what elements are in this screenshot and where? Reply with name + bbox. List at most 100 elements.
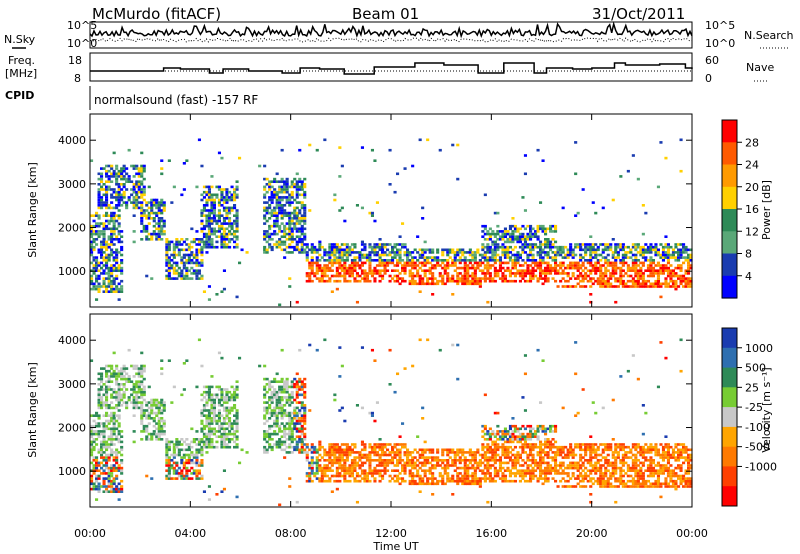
heatmap-cell xyxy=(202,209,207,212)
heatmap-cell xyxy=(478,253,482,257)
heatmap-cell xyxy=(320,469,324,472)
heatmap-cell xyxy=(611,256,615,259)
heatmap-cell xyxy=(589,269,593,272)
heatmap-cell xyxy=(488,227,492,231)
heatmap-cell xyxy=(448,264,452,267)
heatmap-cell xyxy=(290,235,294,238)
heatmap-cell xyxy=(428,461,432,465)
heatmap-cell xyxy=(468,266,472,270)
heatmap-cell xyxy=(110,388,114,391)
heatmap-cell xyxy=(468,279,472,283)
heatmap-cell xyxy=(461,474,465,478)
heatmap-cell xyxy=(481,272,485,275)
heatmap-cell xyxy=(205,424,209,428)
heatmap-cell xyxy=(473,261,477,265)
heatmap-cell xyxy=(192,472,196,475)
heatmap-cell xyxy=(461,248,465,252)
heatmap-cell xyxy=(481,245,485,249)
heatmap-cell xyxy=(518,274,523,278)
heatmap-cell xyxy=(160,172,164,176)
freq-label-1: Freq. xyxy=(8,54,35,67)
heatmap-cell xyxy=(268,411,272,415)
heatmap-cell xyxy=(353,243,357,246)
heatmap-cell xyxy=(466,259,470,262)
heatmap-cell xyxy=(95,274,99,278)
heatmap-cell xyxy=(486,256,490,259)
heatmap-cell xyxy=(418,490,422,493)
heatmap-cell xyxy=(205,251,209,254)
heatmap-cell xyxy=(290,390,294,394)
heatmap-cell xyxy=(518,235,523,238)
heatmap-cell xyxy=(526,245,530,249)
heatmap-cell xyxy=(461,453,465,457)
heatmap-cell xyxy=(634,248,638,252)
heatmap-cell xyxy=(388,274,392,278)
heatmap-cell xyxy=(398,459,402,462)
heatmap-cell xyxy=(536,238,540,241)
heatmap-cell xyxy=(488,235,492,238)
heatmap-cell xyxy=(105,198,109,202)
heatmap-cell xyxy=(117,464,121,467)
heatmap-cell xyxy=(368,459,372,462)
heatmap-cell xyxy=(105,453,109,457)
heatmap-cell xyxy=(373,359,377,362)
heatmap-cell xyxy=(621,261,625,265)
heatmap-cell xyxy=(192,453,196,457)
heatmap-cell xyxy=(222,201,227,204)
heatmap-cell xyxy=(305,272,309,275)
heatmap-cell xyxy=(120,279,124,283)
heatmap-cell xyxy=(105,180,109,183)
heatmap-cell xyxy=(110,435,114,438)
heatmap-cell xyxy=(373,159,377,162)
heatmap-cell xyxy=(162,230,166,233)
heatmap-cell xyxy=(112,372,116,376)
heatmap-cell xyxy=(165,277,169,280)
heatmap-cell xyxy=(263,209,267,212)
power-ytick-label: 4000 xyxy=(58,134,86,147)
heatmap-cell xyxy=(308,448,312,452)
heatmap-cell xyxy=(95,459,99,462)
heatmap-cell xyxy=(300,417,304,420)
heatmap-cell xyxy=(278,303,282,307)
heatmap-cell xyxy=(453,279,457,283)
heatmap-cell xyxy=(338,466,342,470)
heatmap-cell xyxy=(97,383,101,386)
heatmap-cell xyxy=(273,411,277,415)
heatmap-cell xyxy=(90,435,94,438)
heatmap-cell xyxy=(483,232,487,236)
heatmap-cell xyxy=(235,211,239,215)
heatmap-cell xyxy=(649,248,653,252)
heatmap-cell xyxy=(428,261,432,265)
heatmap-cell xyxy=(280,440,284,444)
heatmap-cell xyxy=(182,388,186,391)
heatmap-cell xyxy=(278,409,282,412)
heatmap-cell xyxy=(268,227,272,231)
heatmap-cell xyxy=(210,245,214,249)
heatmap-cell xyxy=(413,466,417,470)
heatmap-cell xyxy=(140,190,144,194)
heatmap-cell xyxy=(574,214,578,217)
heatmap-cell xyxy=(152,204,156,207)
heatmap-cell xyxy=(381,461,385,465)
heatmap-cell xyxy=(212,211,217,215)
heatmap-cell xyxy=(140,172,144,176)
heatmap-cell xyxy=(564,279,568,283)
heatmap-cell xyxy=(335,451,339,454)
heatmap-cell xyxy=(115,406,119,410)
heatmap-cell xyxy=(433,477,437,480)
heatmap-cell xyxy=(513,227,518,231)
heatmap-cell xyxy=(333,445,337,449)
heatmap-cell xyxy=(679,256,683,259)
heatmap-cell xyxy=(265,232,269,236)
heatmap-cell xyxy=(554,251,558,254)
heatmap-cell xyxy=(298,435,302,438)
heatmap-cell xyxy=(453,451,457,454)
heatmap-cell xyxy=(275,180,279,183)
heatmap-cell xyxy=(343,219,347,223)
heatmap-cell xyxy=(368,453,372,457)
heatmap-cell xyxy=(370,459,375,462)
heatmap-cell xyxy=(207,440,212,444)
heatmap-cell xyxy=(142,224,146,228)
heatmap-cell xyxy=(280,380,284,383)
